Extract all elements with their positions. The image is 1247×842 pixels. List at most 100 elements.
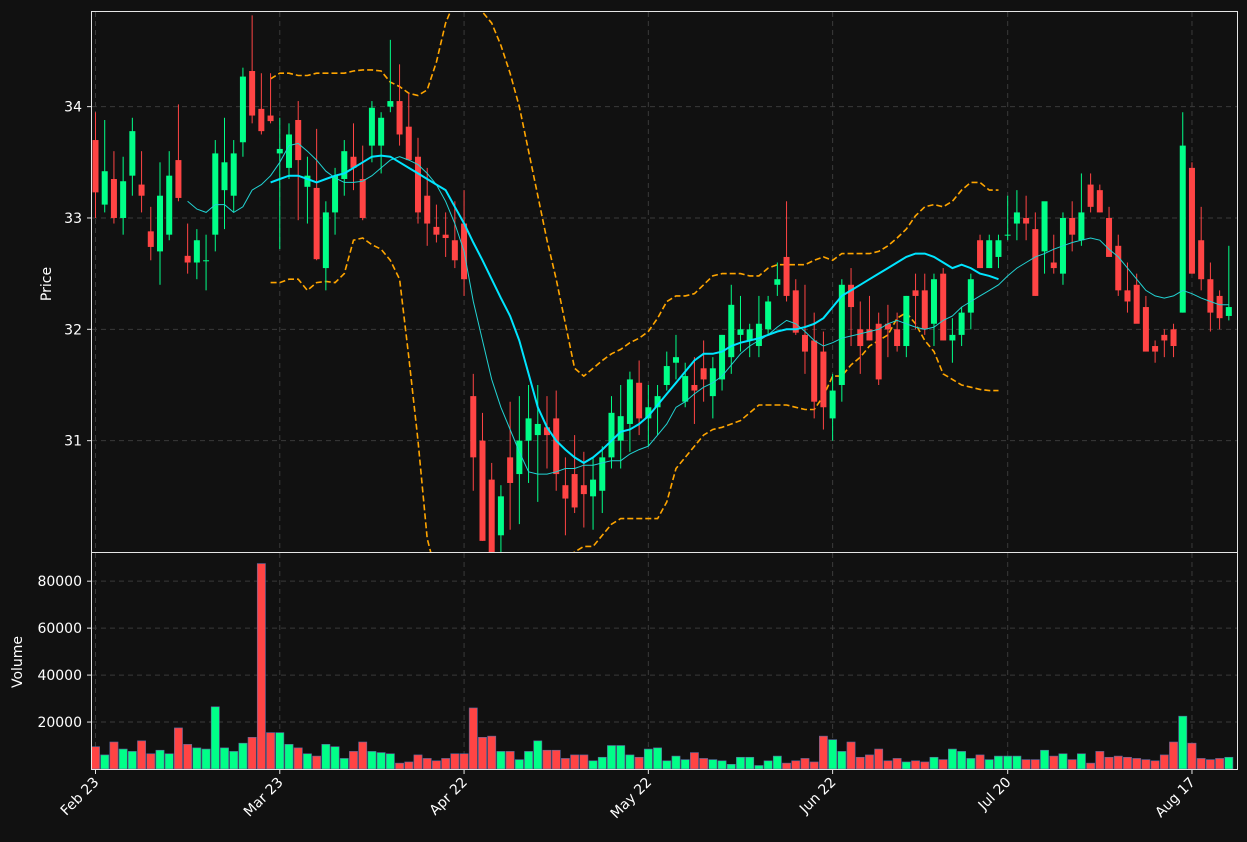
volume-bar [367,751,377,769]
candle-body [958,312,965,335]
volume-bar [800,758,810,769]
candle-body [405,126,412,161]
candle [193,229,200,280]
volume-bar [505,751,515,769]
volume-bar [726,764,736,769]
candle [1170,323,1177,358]
volume-bar [1058,753,1068,769]
sma-fast-line [187,142,1229,475]
volume-bar [1021,759,1031,769]
volume-bar [782,762,791,769]
candle [488,462,495,552]
candle-body [654,396,661,408]
sma-slow-line [270,154,999,465]
candle-body [553,418,560,475]
candle-body [801,334,808,352]
candle-body [672,357,679,363]
volume-bar [920,761,930,769]
candle [1087,173,1094,213]
candle [875,312,882,385]
candle-body [212,153,219,235]
volume-bar [441,758,451,769]
volume-bar [247,737,257,769]
candle [774,262,781,296]
candle-body [258,108,265,132]
volume-bar [118,748,128,769]
candle-body [221,162,228,191]
candle [562,457,569,536]
volume-bar [938,759,948,769]
candle-body [543,427,550,436]
candle [857,301,864,374]
candle-body [636,382,643,419]
candle [1115,234,1122,296]
candle-body [387,101,394,107]
volume-bar [597,756,607,769]
volume-bar [1224,756,1234,769]
candle-body [608,412,615,458]
volume-bar [1030,759,1040,769]
candle-body [101,171,108,205]
candle [1106,206,1113,257]
volume-bar [643,748,653,769]
candle-body [1013,212,1020,224]
candle-body [967,279,974,313]
candle-body [175,160,182,198]
candle [120,156,127,235]
volume-bar [404,761,414,769]
candle [617,384,624,469]
candle-body [1133,284,1140,324]
candle [838,279,845,402]
candle [921,273,928,335]
candle [1096,184,1103,213]
volume-bar [975,754,985,769]
volume-bar [100,754,110,769]
candle-body [719,334,726,380]
candle [313,128,320,261]
candle-body [1115,245,1122,291]
candle [1198,206,1205,291]
candle-body [470,396,477,458]
candle-body [285,134,292,168]
candle-body [433,226,440,235]
candle [212,140,219,252]
candle [221,117,228,230]
price-y-axis: 31 32 33 34 [64,100,92,450]
candle [626,371,633,452]
candle [995,234,1002,269]
candle [442,212,449,257]
candle [590,457,597,530]
candle [949,318,956,363]
candle [101,120,108,213]
volume-bar [1086,762,1096,769]
candle [599,446,606,514]
candle-body [120,181,127,218]
candle-body [940,273,947,341]
price-plot-area [92,12,1232,552]
candle [424,167,431,246]
candle-body [691,384,698,391]
volume-bar [303,753,312,769]
candle-body [507,457,514,483]
candle [1142,295,1149,352]
candle-body [774,279,781,285]
candle [110,151,117,224]
candle-body [682,376,689,402]
volume-bar [468,707,478,769]
candle-body [1004,234,1011,236]
candle [405,93,412,161]
candle [166,151,173,241]
volume-bar [330,746,340,769]
candle [811,312,818,419]
candle-body [663,366,670,385]
volume-bar [883,760,893,769]
candle [285,123,292,180]
volume-bar [293,747,303,769]
candle-body [497,496,504,536]
candle [1225,245,1232,321]
candle-body [645,407,652,419]
volume-bar [846,741,856,769]
volume-bar [625,754,635,769]
candle-body [442,234,449,239]
